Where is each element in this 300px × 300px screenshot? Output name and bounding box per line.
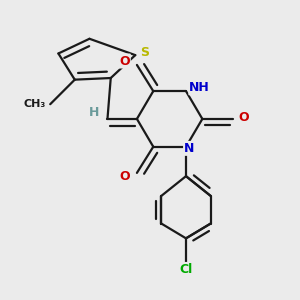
- Text: O: O: [119, 55, 130, 68]
- Text: N: N: [184, 142, 194, 155]
- Text: H: H: [88, 106, 99, 119]
- Text: S: S: [141, 46, 150, 59]
- Text: O: O: [119, 170, 130, 183]
- Text: O: O: [238, 111, 249, 124]
- Text: CH₃: CH₃: [23, 99, 46, 109]
- Text: Cl: Cl: [179, 263, 193, 276]
- Text: NH: NH: [189, 81, 210, 94]
